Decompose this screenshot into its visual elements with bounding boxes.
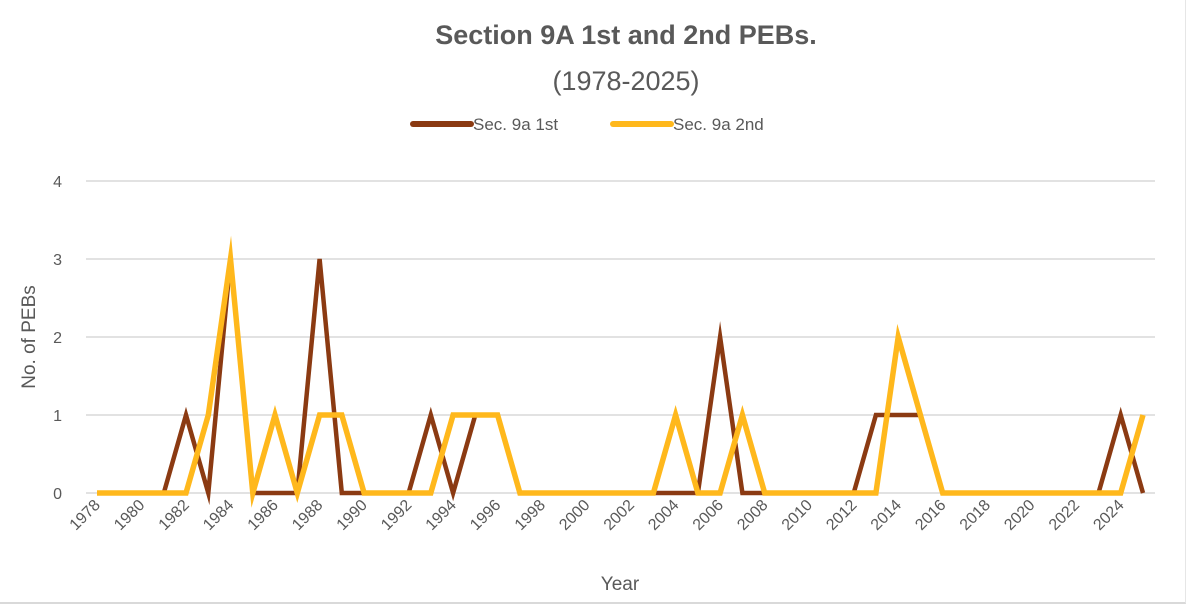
legend-label-series-2: Sec. 9a 2nd (673, 115, 764, 134)
x-tick-label: 1990 (334, 497, 371, 534)
y-tick-label: 3 (53, 252, 62, 269)
y-axis-title: No. of PEBs (19, 285, 40, 389)
x-tick-label: 1988 (289, 497, 326, 534)
x-tick-label: 2022 (1046, 497, 1083, 534)
legend: Sec. 9a 1st Sec. 9a 2nd (410, 115, 764, 134)
x-tick-label: 1980 (111, 497, 148, 534)
series-line-1 (97, 258, 1146, 506)
y-axis-tick-labels: 0 1 2 3 4 (53, 174, 62, 503)
y-tick-label: 4 (53, 174, 62, 191)
x-axis-tick-labels: 1978 1980 1982 1984 1986 1988 1990 1992 1994 1996… (67, 497, 1128, 534)
x-tick-label: 1984 (200, 497, 237, 534)
x-tick-label: 1978 (67, 497, 104, 534)
legend-label-series-1: Sec. 9a 1st (473, 115, 558, 134)
x-tick-label: 2004 (645, 497, 682, 534)
y-tick-label: 0 (53, 486, 62, 503)
x-tick-label: 1994 (423, 497, 460, 534)
x-tick-label: 1982 (156, 497, 193, 534)
chart-subtitle: (1978-2025) (552, 66, 699, 96)
series-lines (97, 235, 1146, 508)
x-tick-label: 2000 (556, 497, 593, 534)
x-tick-label: 2018 (957, 497, 994, 534)
x-tick-label: 1996 (467, 497, 504, 534)
x-tick-label: 2010 (779, 497, 816, 534)
y-tick-label: 1 (53, 408, 62, 425)
x-tick-label: 2016 (912, 497, 949, 534)
x-tick-label: 2008 (734, 497, 771, 534)
x-axis-title: Year (601, 574, 640, 595)
y-tick-label: 2 (53, 330, 62, 347)
x-tick-label: 1998 (512, 497, 549, 534)
x-tick-label: 2006 (690, 497, 727, 534)
x-tick-label: 2020 (1001, 497, 1038, 534)
x-tick-label: 2002 (601, 497, 638, 534)
x-tick-label: 2014 (868, 497, 905, 534)
x-tick-label: 2024 (1090, 497, 1127, 534)
x-tick-label: 1986 (245, 497, 282, 534)
x-tick-label: 2012 (823, 497, 860, 534)
chart-title: Section 9A 1st and 2nd PEBs. (435, 20, 817, 50)
x-tick-label: 1992 (378, 497, 415, 534)
series-line-2 (97, 235, 1146, 508)
